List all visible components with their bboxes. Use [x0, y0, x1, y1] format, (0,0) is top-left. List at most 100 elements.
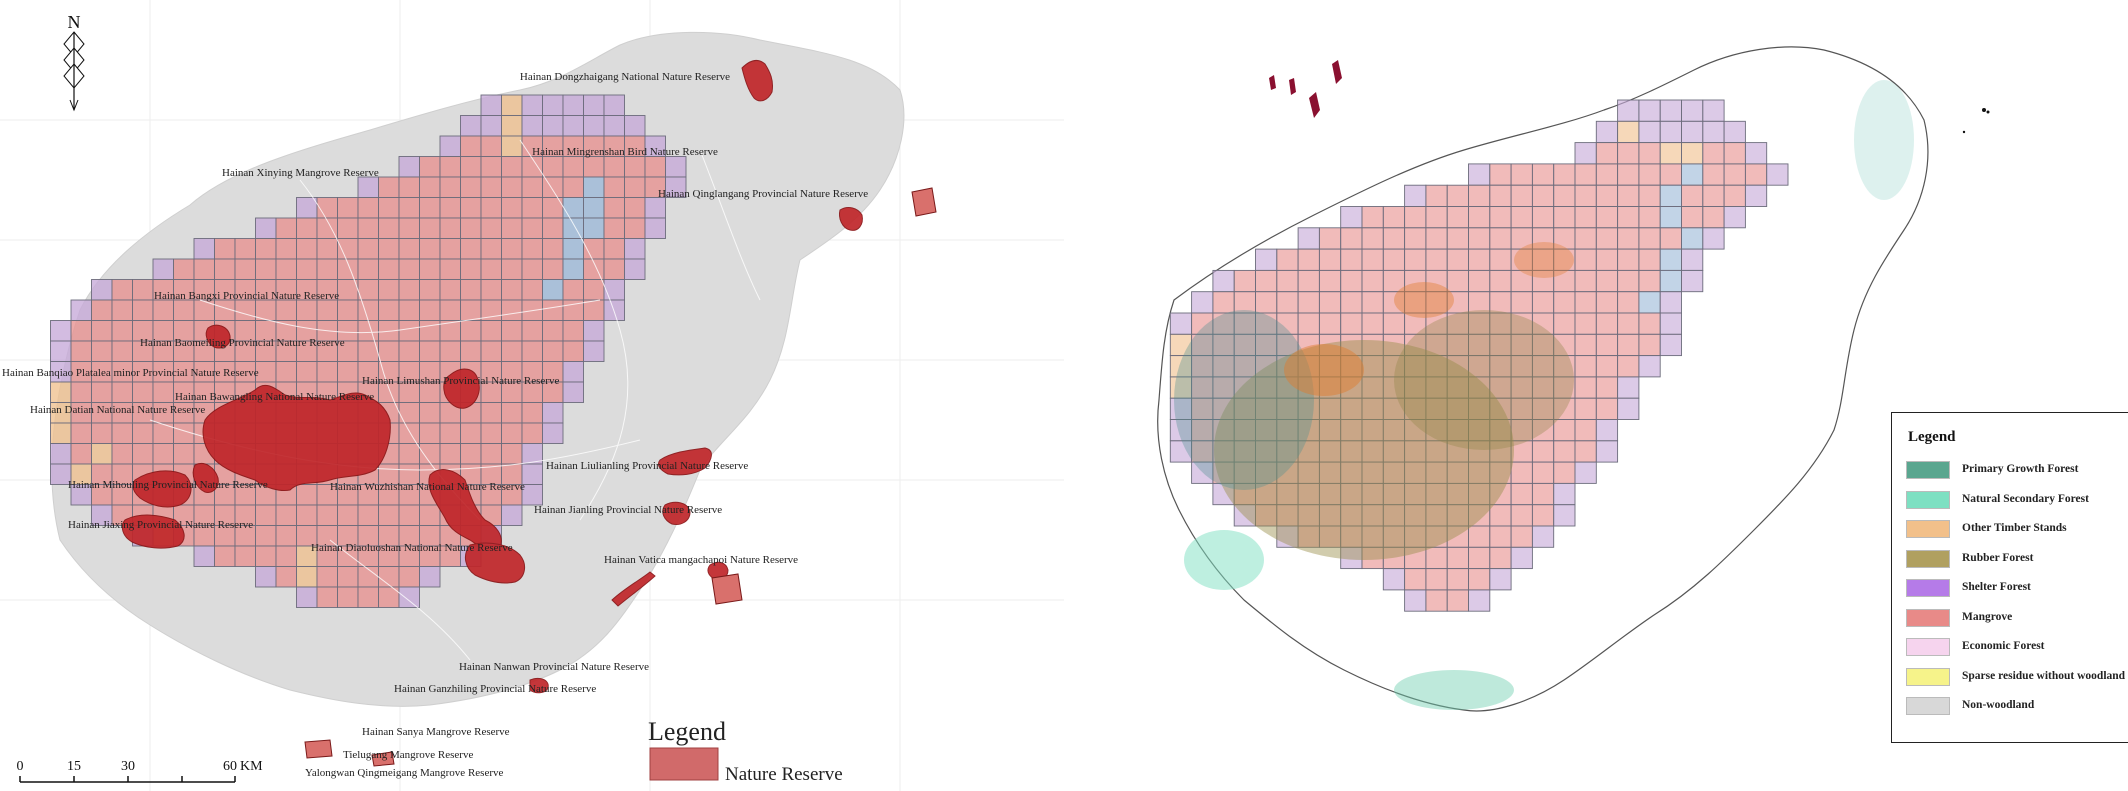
north-label: N	[68, 12, 81, 32]
grid-cell	[1638, 355, 1661, 378]
grid-cell	[378, 279, 400, 301]
grid-cell	[501, 402, 523, 424]
grid-cell	[419, 443, 441, 465]
grid-cell	[316, 361, 338, 383]
grid-cell	[1595, 248, 1619, 271]
grid-cell	[275, 361, 297, 383]
legend-label: Sparse residue without woodland	[1962, 669, 2126, 682]
grid-cell	[480, 402, 502, 424]
grid-cell	[603, 258, 625, 280]
grid-cell	[1489, 525, 1512, 548]
grid-cell	[1489, 227, 1512, 250]
grid-cell	[480, 279, 502, 301]
grid-cell	[1638, 227, 1661, 250]
grid-cell	[275, 238, 297, 260]
grid-cell	[337, 217, 359, 239]
grid-cell	[1468, 227, 1491, 250]
grid-cell	[439, 217, 461, 239]
grid-cell	[480, 115, 502, 137]
legend-item: Primary Growth Forest	[1906, 461, 2128, 481]
grid-cell	[398, 258, 420, 280]
grid-cell	[316, 258, 338, 280]
reserve-label-tielugang: Tielugang Mangrove Reserve	[343, 749, 473, 761]
grid-cell	[501, 115, 523, 137]
rubber-forest-core	[1214, 340, 1514, 560]
grid-cell	[1595, 142, 1619, 165]
grid-cell	[1531, 440, 1555, 463]
grid-cell	[542, 197, 564, 219]
grid-cell	[1446, 184, 1469, 207]
legend-swatch	[1906, 697, 1950, 715]
orange-patch-3	[1514, 242, 1574, 278]
grid-cell	[152, 381, 174, 403]
grid-cell	[562, 217, 584, 239]
grid-cell	[1595, 163, 1619, 186]
grid-cell	[357, 299, 379, 321]
scale-tick-0: 0	[17, 759, 24, 774]
legend-title: Legend	[648, 717, 726, 746]
grid-cell	[1681, 269, 1704, 293]
grid-cell	[50, 340, 72, 362]
grid-cell	[1212, 269, 1235, 293]
grid-cell	[460, 217, 482, 239]
grid-cell	[1595, 355, 1619, 378]
grid-cell	[1553, 504, 1576, 527]
legend-label: Mangrove	[1962, 610, 2013, 623]
grid-cell	[1702, 206, 1725, 229]
grid-cell	[1574, 355, 1597, 378]
grid-cell	[70, 381, 92, 403]
grid-cell	[419, 217, 441, 239]
legend-label: Other Timber Stands	[1962, 522, 2067, 534]
grid-cell	[1425, 546, 1448, 570]
grid-cell	[337, 238, 359, 260]
mangrove-ne-3	[1269, 75, 1276, 90]
grid-cell	[603, 156, 625, 178]
legend-swatch	[1906, 667, 1950, 686]
grid-cell	[1574, 163, 1597, 186]
grid-cell	[521, 115, 543, 137]
grid-cell	[193, 258, 215, 280]
grid-cell	[1659, 184, 1682, 207]
grid-cell	[111, 443, 133, 465]
grid-cell	[460, 279, 482, 301]
grid-cell	[1297, 291, 1320, 314]
grid-cell	[439, 422, 461, 444]
grid-cell	[398, 197, 420, 219]
nanwan-reserve	[529, 677, 549, 694]
grid-cell	[337, 566, 359, 588]
grid-cell	[398, 299, 420, 321]
grid-cell	[1595, 419, 1619, 442]
grid-cell	[480, 258, 502, 280]
grid-cell	[1723, 120, 1746, 144]
grid-cell	[624, 176, 646, 198]
reserve-label-mingrenshan: Hainan Mingrenshan Bird Nature Reserve	[532, 146, 718, 158]
grid-cell	[275, 545, 297, 567]
grid-cell	[1510, 546, 1533, 570]
grid-cell	[70, 299, 92, 321]
grid-cell	[1702, 184, 1725, 207]
grid-cell	[439, 443, 461, 465]
nature-reserve-swatch	[649, 747, 719, 781]
grid-cell	[1191, 291, 1214, 314]
grid-cell	[1361, 269, 1384, 293]
grid-cell	[275, 258, 297, 280]
grid-cell	[1617, 333, 1640, 357]
rubber-forest-mid	[1394, 310, 1574, 450]
grid-cell	[1553, 482, 1576, 506]
grid-cell	[1638, 291, 1661, 314]
grid-cell	[1382, 227, 1406, 250]
grid-cell	[1446, 269, 1469, 293]
reserve-label-vatica: Hainan Vatica mangachapoi Nature Reserve	[604, 554, 798, 566]
grid-cell	[1595, 397, 1619, 420]
grid-cell	[1595, 376, 1619, 399]
grid-cell	[255, 238, 277, 260]
grid-cell	[255, 258, 277, 280]
grid-cell	[1723, 163, 1746, 186]
grid-cell	[1297, 269, 1320, 293]
grid-cell	[337, 299, 359, 321]
coastal-reserve-blocks	[304, 187, 937, 767]
grid-cell	[480, 197, 502, 219]
grid-cell	[357, 279, 379, 301]
grid-cell	[1681, 248, 1704, 271]
grid-cell	[1297, 312, 1320, 335]
